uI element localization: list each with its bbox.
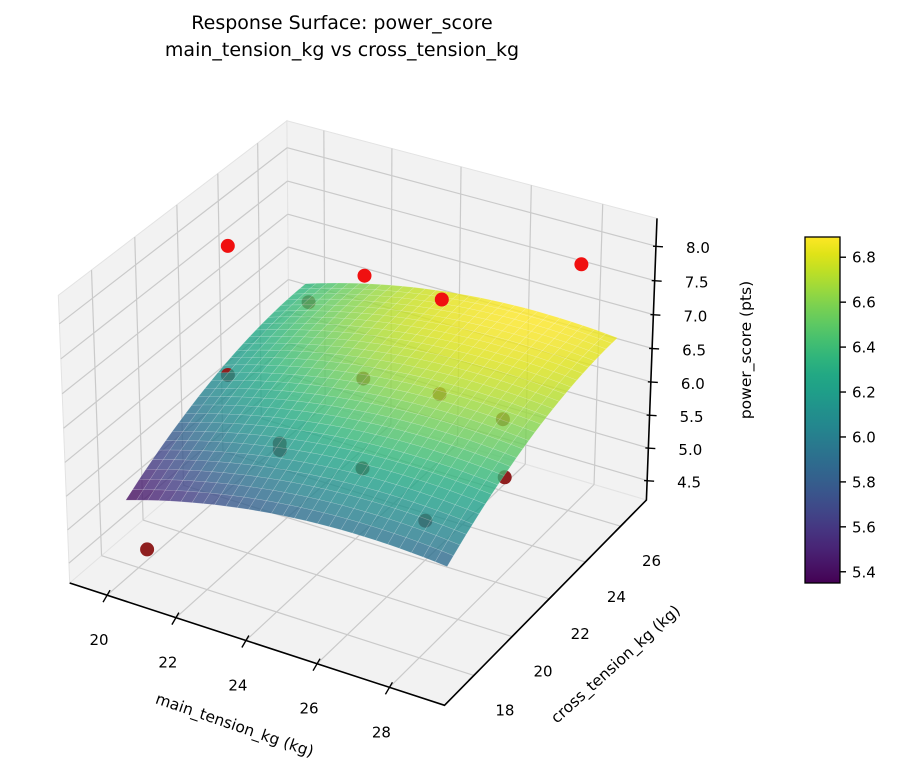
surface-quad [552,382,572,395]
colorbar-tick-label: 5.8 [852,473,876,491]
surface-quad [576,356,595,368]
data-point [574,257,589,272]
z-tick-label: 5.5 [680,408,704,426]
response-surface-and-points [125,238,619,567]
y-tick-label: 24 [607,588,626,606]
colorbar-tick-label: 6.6 [852,294,876,312]
x-axis-label: main_tension_kg (kg) [153,690,316,762]
tick-labels: 20 22 24 26 28 18 20 22 24 26 4.5 5.0 5.5 6.0 6.5 7.0 7.… [89,239,709,741]
x-tick-label: 24 [228,676,247,694]
y-tick-label: 22 [571,625,590,643]
surface-quad [498,452,517,467]
z-tick-label: 7.0 [683,308,707,326]
surface-quad [582,350,601,362]
z-tick-label: 4.5 [677,474,701,492]
y-tick-label: 26 [642,552,661,570]
surface-quad [534,403,554,417]
z-tick-label: 7.5 [685,274,709,292]
surface-quad [473,489,493,505]
surface-quad [588,344,607,356]
tick-marks [102,245,664,695]
surface-quad [599,333,619,344]
chart-title-line2: main_tension_kg vs cross_tension_kg [164,39,520,61]
colorbar-ticks: 5.4 5.6 5.8 6.0 6.2 6.4 6.6 6.8 [840,249,876,581]
z-tick-label: 6.5 [682,341,706,359]
x-tick-label: 22 [158,654,177,672]
x-tick-label: 20 [89,631,108,649]
colorbar-tick-label: 6.4 [852,339,876,357]
y-axis-label: cross_tension_kg (kg) [547,602,684,728]
surface-quad [570,362,590,374]
chart-title-line1: Response Surface: power_score [191,12,493,34]
z-axis-label: power_score (pts) [737,281,756,419]
colorbar-tick-label: 5.4 [852,563,876,581]
y-tick-label: 20 [534,663,553,681]
colorbar [804,236,841,584]
colorbar-tick-label: 6.2 [852,384,876,402]
z-tick-label: 8.0 [686,239,710,257]
z-tick-label: 6.0 [681,375,705,393]
surface-quad [558,375,578,388]
colorbar-tick-label: 6.0 [852,428,876,446]
y-tick-label: 18 [495,701,514,719]
colorbar-tick-label: 6.8 [852,249,876,267]
data-point [220,238,235,253]
x-tick-label: 26 [299,700,318,718]
surface-quad [540,396,560,410]
colorbar-tick-label: 5.6 [852,518,876,536]
data-point [140,542,155,557]
surface-quad [434,550,454,567]
data-point [357,268,372,283]
x-tick-label: 28 [372,723,391,741]
surface-quad [546,389,566,402]
z-tick-label: 5.0 [678,441,702,459]
data-point [434,292,449,307]
chart-title: Response Surface: power_score main_tensi… [0,10,684,64]
